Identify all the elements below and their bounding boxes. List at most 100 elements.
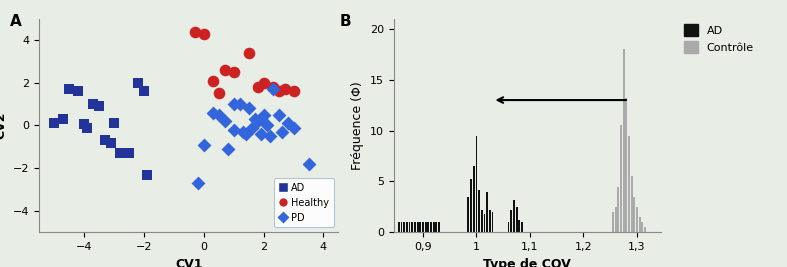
Point (260, 123, 273, 128)
Bar (419, 222, 421, 232)
Bar (508, 222, 509, 232)
Bar (639, 217, 641, 232)
Bar (492, 212, 493, 232)
Bar (515, 207, 518, 232)
Bar (630, 176, 633, 232)
Bar (521, 222, 523, 232)
Point (99, 138, 112, 143)
Point (264, 134, 276, 138)
Point (246, 125, 258, 130)
Point (81, 125, 94, 130)
Bar (513, 200, 515, 232)
Point (254, 132, 267, 136)
Point (206, 111, 219, 115)
Point (198, 32, 210, 36)
Legend: AD, Healthy, PD: AD, Healthy, PD (274, 178, 334, 227)
Point (251, 119, 264, 123)
Bar (641, 222, 643, 232)
Bar (430, 222, 432, 232)
Point (272, 113, 285, 117)
X-axis label: Type de COV: Type de COV (483, 258, 571, 267)
Legend: AD, Contrôle: AD, Contrôle (680, 20, 758, 57)
Y-axis label: CV2: CV2 (0, 112, 8, 139)
Point (138, 89, 150, 93)
Point (57, 117, 69, 121)
Bar (634, 197, 635, 232)
Bar (623, 49, 625, 232)
Bar (422, 222, 424, 232)
Bar (510, 210, 512, 232)
Point (249, 117, 261, 121)
Point (105, 140, 117, 145)
Bar (414, 222, 416, 232)
Text: B: B (340, 14, 352, 29)
Point (189, 29, 201, 34)
Point (141, 172, 153, 177)
Point (212, 91, 225, 96)
Point (131, 81, 144, 85)
Point (227, 102, 240, 106)
Point (108, 121, 120, 125)
Point (78, 122, 91, 127)
Bar (438, 222, 440, 232)
Point (279, 87, 291, 91)
Bar (412, 222, 413, 232)
Point (275, 130, 288, 134)
Bar (425, 222, 427, 232)
Point (198, 143, 210, 147)
Point (221, 147, 234, 151)
Point (114, 151, 127, 155)
Point (219, 68, 231, 72)
Bar (433, 222, 434, 232)
Bar (644, 227, 646, 232)
Point (236, 130, 249, 134)
Point (242, 106, 255, 111)
Point (234, 102, 246, 106)
Bar (620, 125, 622, 232)
Point (272, 89, 285, 93)
Text: A: A (9, 14, 21, 29)
Point (191, 181, 204, 185)
Bar (427, 222, 429, 232)
Bar (467, 197, 469, 232)
Point (257, 113, 270, 117)
X-axis label: CV1: CV1 (176, 258, 202, 267)
Bar (470, 179, 472, 232)
Bar (483, 214, 486, 232)
Bar (435, 222, 438, 232)
Bar (486, 192, 488, 232)
Y-axis label: Fréquence (Φ): Fréquence (Φ) (351, 81, 364, 170)
Point (266, 85, 279, 89)
Bar (478, 190, 480, 232)
Point (219, 119, 231, 123)
Point (206, 78, 219, 83)
Bar (489, 210, 491, 232)
Point (87, 102, 99, 106)
Bar (636, 207, 638, 232)
Bar (628, 136, 630, 232)
Point (63, 87, 76, 91)
Bar (519, 220, 520, 232)
Point (287, 125, 300, 130)
Point (227, 70, 240, 74)
Bar (398, 222, 400, 232)
Bar (416, 222, 419, 232)
Point (242, 51, 255, 55)
Bar (401, 222, 402, 232)
Bar (473, 166, 475, 232)
Point (302, 162, 315, 166)
Point (123, 151, 135, 155)
Bar (406, 222, 408, 232)
Point (257, 81, 270, 85)
Bar (408, 222, 411, 232)
Point (227, 128, 240, 132)
Bar (626, 98, 627, 232)
Point (72, 89, 84, 93)
Point (48, 121, 61, 125)
Point (287, 89, 300, 93)
Point (251, 85, 264, 89)
Bar (612, 212, 614, 232)
Point (239, 132, 252, 136)
Bar (481, 210, 482, 232)
Point (212, 113, 225, 117)
